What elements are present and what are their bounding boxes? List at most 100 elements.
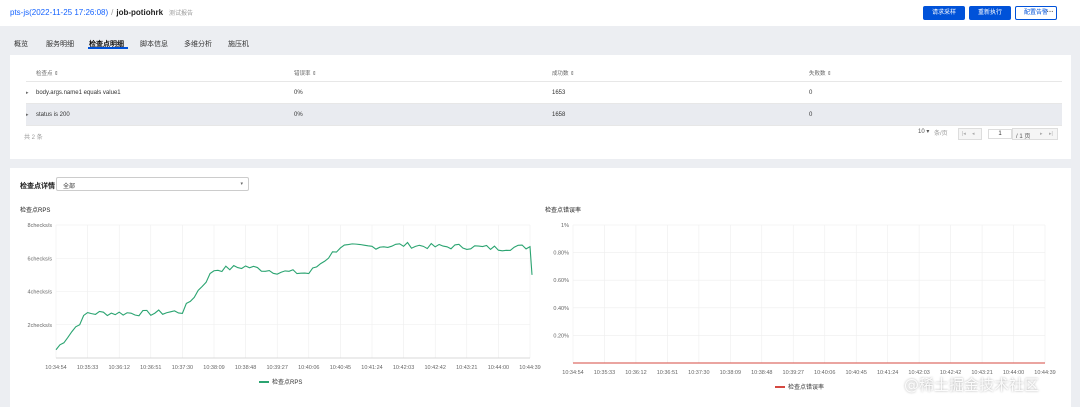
rps-chart-title: 检查点RPS: [20, 208, 51, 214]
pagination-prev[interactable]: |◂ ◂: [958, 128, 982, 140]
x-tick-label: 10:34:54: [45, 365, 66, 371]
expand-icon[interactable]: ▸: [26, 112, 29, 118]
x-tick-label: 10:44:39: [519, 365, 540, 371]
watermark: @稀土掘金技术社区: [904, 376, 1040, 394]
total-count: 共 2 条: [24, 135, 43, 141]
y-tick-label: 0.20%: [553, 333, 569, 339]
y-tick-label: 1%: [561, 223, 569, 229]
table-row[interactable]: ▸ body.args.name1 equals value1 0% 1653 …: [26, 82, 1062, 104]
checkpoint-select[interactable]: 全部 ▾: [56, 177, 249, 191]
cell-checkpoint: body.args.name1 equals value1: [36, 90, 121, 96]
tab-bar: 概览 服务明细 检查点明细 脚本信息 多维分析 施压机: [0, 30, 1080, 50]
column-header-success[interactable]: 成功数 ⇕: [552, 71, 575, 77]
y-tick-label: 0.80%: [553, 251, 569, 257]
cell-failure: 0: [809, 90, 813, 96]
breadcrumb-separator: /: [111, 8, 114, 17]
sort-icon[interactable]: ⇕: [54, 71, 59, 77]
next-page-icon[interactable]: ▸: [1040, 131, 1043, 137]
x-tick-label: 10:42:03: [393, 365, 414, 371]
y-tick-label: 6checks/s: [28, 256, 53, 262]
cell-success: 1658: [552, 112, 566, 118]
cell-failure: 0: [809, 112, 813, 118]
x-tick-label: 10:41:24: [877, 370, 898, 376]
last-page-icon[interactable]: ▸|: [1049, 131, 1053, 137]
page-title: job-potiohrk: [116, 8, 164, 17]
x-tick-label: 10:37:30: [688, 370, 709, 376]
config-alert-button[interactable]: 配置告警: [1015, 6, 1057, 20]
y-tick-label: 0.60%: [553, 278, 569, 284]
x-tick-label: 10:35:33: [77, 365, 98, 371]
top-bar: pts-js(2022-11-25 17:26:08) / job-potiohrk…: [0, 0, 1080, 26]
first-page-icon[interactable]: |◂: [962, 131, 966, 137]
page-size-select[interactable]: 10 ▾: [918, 129, 930, 135]
y-tick-label: 2checks/s: [28, 323, 53, 329]
x-tick-label: 10:42:42: [424, 365, 445, 371]
table-row[interactable]: ▸ status is 200 0% 1658 0: [26, 104, 1062, 126]
report-tag: 测试报告: [169, 11, 194, 17]
column-header-failure[interactable]: 失败数 ⇕: [809, 71, 832, 77]
y-tick-label: 4checks/s: [28, 290, 53, 296]
cell-success: 1653: [552, 90, 566, 96]
pagination-next[interactable]: / 1 页 ▸ ▸|: [1012, 128, 1058, 140]
x-tick-label: 10:42:03: [908, 370, 929, 376]
rps-chart: 10:34:54 10:35:33 10:36:12 10:36:51 10:37:30…: [28, 223, 541, 386]
x-tick-label: 10:36:51: [657, 370, 678, 376]
chevron-down-icon: ▾: [240, 181, 243, 187]
cell-error-rate: 0%: [294, 112, 303, 118]
x-tick-label: 10:40:06: [298, 365, 319, 371]
sort-icon[interactable]: ⇕: [312, 71, 317, 77]
tab-checkpoint-detail[interactable]: 检查点明细: [89, 41, 124, 48]
page-total: / 1 页: [1016, 134, 1031, 140]
more-icon[interactable]: ···: [1046, 6, 1054, 17]
request-sampling-button[interactable]: 请求采样: [923, 6, 965, 20]
x-tick-label: 10:42:42: [940, 370, 961, 376]
x-tick-label: 10:38:48: [235, 365, 256, 371]
tab-service-detail[interactable]: 服务明细: [46, 41, 74, 48]
x-tick-label: 10:38:09: [203, 365, 224, 371]
tab-load-generator[interactable]: 施压机: [228, 41, 249, 48]
breadcrumb: pts-js(2022-11-25 17:26:08) / job-potiohrk…: [10, 8, 193, 17]
y-tick-label: 8checks/s: [28, 223, 53, 229]
chevron-down-icon: ▾: [926, 129, 930, 135]
prev-page-icon[interactable]: ◂: [972, 131, 975, 137]
x-tick-label: 10:40:06: [814, 370, 835, 376]
tab-multidim-analysis[interactable]: 多维分析: [184, 41, 212, 48]
x-tick-label: 10:36:51: [140, 365, 161, 371]
y-tick-label: 0.40%: [553, 306, 569, 312]
x-tick-label: 10:37:30: [172, 365, 193, 371]
x-tick-label: 10:43:21: [971, 370, 992, 376]
sort-icon[interactable]: ⇕: [570, 71, 575, 77]
x-tick-label: 10:34:54: [562, 370, 583, 376]
x-tick-label: 10:39:27: [783, 370, 804, 376]
checkpoint-detail-card: [10, 168, 1071, 407]
legend-label: 检查点RPS: [272, 378, 302, 386]
x-tick-label: 10:41:24: [361, 365, 382, 371]
cell-error-rate: 0%: [294, 90, 303, 96]
x-tick-label: 10:38:48: [751, 370, 772, 376]
active-tab-indicator: [88, 47, 128, 49]
per-page-label: 条/页: [934, 131, 948, 137]
breadcrumb-link[interactable]: pts-js(2022-11-25 17:26:08): [10, 8, 109, 17]
column-header-checkpoint[interactable]: 检查点 ⇕: [36, 71, 59, 77]
checkpoint-detail-label: 检查点详情: [20, 183, 55, 190]
x-tick-label: 10:44:00: [1003, 370, 1024, 376]
x-tick-label: 10:39:27: [266, 365, 287, 371]
tab-overview[interactable]: 概览: [14, 41, 28, 48]
x-tick-label: 10:38:09: [720, 370, 741, 376]
column-header-error-rate[interactable]: 错误率 ⇕: [294, 71, 317, 77]
page-number-input[interactable]: 1: [988, 129, 1012, 139]
sort-icon[interactable]: ⇕: [827, 71, 832, 77]
error-rate-chart-title: 检查点错误率: [545, 208, 582, 214]
x-tick-label: 10:43:21: [456, 365, 477, 371]
x-tick-label: 10:36:12: [625, 370, 646, 376]
tab-script-info[interactable]: 脚本信息: [140, 41, 168, 48]
x-tick-label: 10:35:33: [594, 370, 615, 376]
x-tick-label: 10:40:45: [330, 365, 351, 371]
error-rate-chart: 10:34:54 10:35:33 10:36:12 10:36:51 10:37:30…: [553, 223, 1055, 390]
x-tick-label: 10:40:45: [845, 370, 866, 376]
expand-icon[interactable]: ▸: [26, 90, 29, 96]
cell-checkpoint: status is 200: [36, 112, 70, 118]
x-tick-label: 10:36:12: [108, 365, 129, 371]
rerun-button[interactable]: 重新执行: [969, 6, 1011, 20]
legend-label: 检查点错误率: [788, 383, 824, 390]
